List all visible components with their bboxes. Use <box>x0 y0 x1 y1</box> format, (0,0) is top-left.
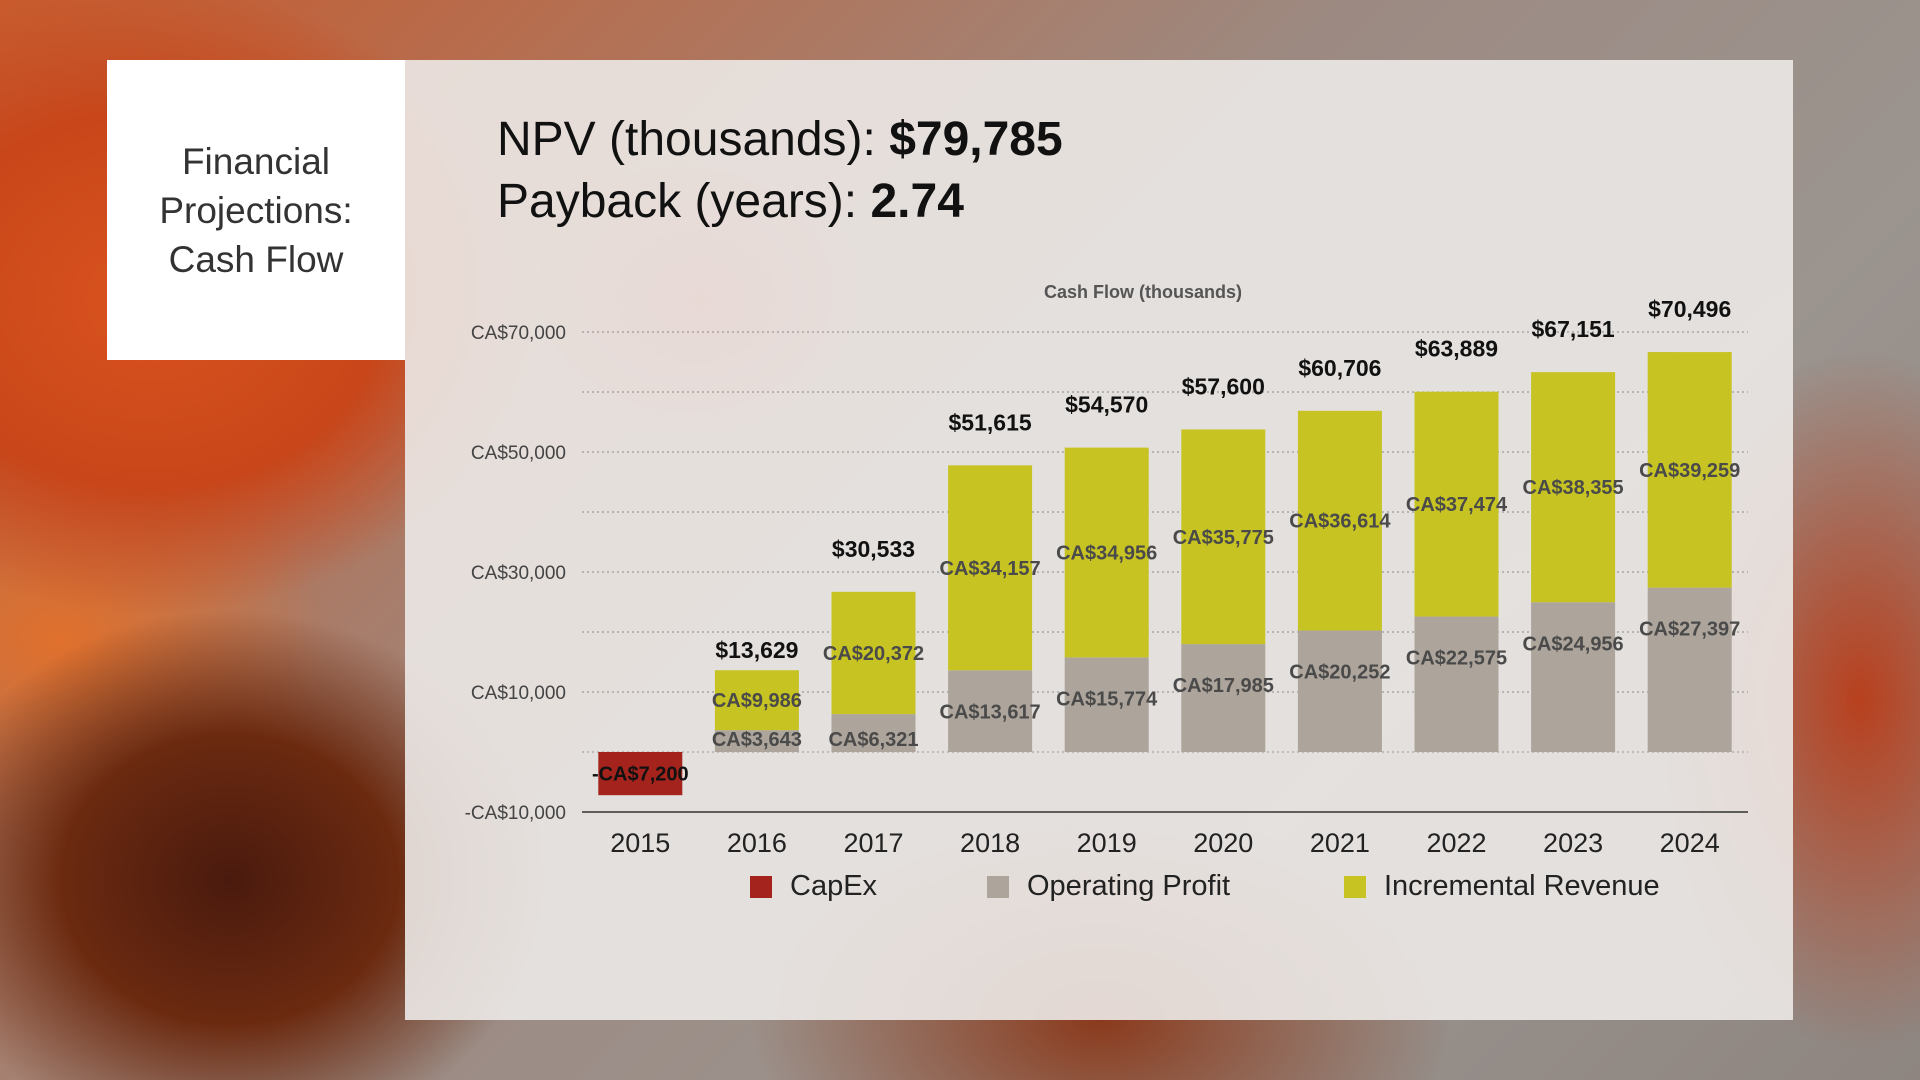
payback-label: Payback (years): <box>497 175 858 228</box>
bar-operating-profit <box>1414 616 1499 752</box>
bar-operating-profit <box>1064 657 1149 752</box>
data-label-incremental-revenue: CA$37,474 <box>1406 494 1508 516</box>
data-labels: -CA$7,200 CA$3,643 CA$9,986 $13,629 CA$6,321… <box>592 296 1740 786</box>
legend-label-capex: CapEx <box>790 870 878 902</box>
bar-operating-profit <box>1297 630 1382 752</box>
bars <box>598 352 1732 796</box>
data-label-incremental-revenue: CA$36,614 <box>1289 511 1391 533</box>
data-label-total: $60,706 <box>1298 355 1381 381</box>
data-label-operating-profit: CA$22,575 <box>1406 648 1507 670</box>
legend-item-incremental-revenue: Incremental Revenue <box>1344 870 1660 903</box>
x-tick-label: 2018 <box>960 828 1020 858</box>
data-label-incremental-revenue: CA$34,956 <box>1056 542 1157 564</box>
bar-incremental-revenue <box>1181 429 1266 645</box>
data-label-operating-profit: CA$27,397 <box>1639 619 1740 641</box>
chart-legend: CapEx Operating Profit Incremental Reven… <box>0 870 1920 910</box>
data-label-total: $13,629 <box>715 637 798 663</box>
bar-incremental-revenue <box>1414 391 1499 617</box>
y-tick-label: CA$70,000 <box>471 323 566 344</box>
bar-capex <box>598 752 683 796</box>
bar-incremental-revenue <box>831 591 916 715</box>
data-label-incremental-revenue: CA$39,259 <box>1639 460 1740 482</box>
data-label-incremental-revenue: CA$35,775 <box>1173 527 1274 549</box>
data-label-total: $30,533 <box>832 536 915 562</box>
x-tick-label: 2021 <box>1310 828 1370 858</box>
slide-title-box: Financial Projections: Cash Flow <box>107 60 405 360</box>
bar-incremental-revenue <box>1531 372 1616 603</box>
bar-operating-profit <box>1181 644 1266 752</box>
data-label-operating-profit: CA$6,321 <box>828 729 918 751</box>
legend-label-incremental-revenue: Incremental Revenue <box>1384 870 1660 902</box>
bar-operating-profit <box>714 730 799 752</box>
bar-operating-profit <box>831 714 916 752</box>
data-label-total: $51,615 <box>949 409 1032 435</box>
x-tick-label: 2017 <box>843 828 903 858</box>
x-tick-label: 2015 <box>610 828 670 858</box>
y-tick-label: CA$10,000 <box>471 683 566 704</box>
legend-item-capex: CapEx <box>750 870 877 903</box>
chart-title: Cash Flow (thousands) <box>1044 282 1242 302</box>
data-label-incremental-revenue: CA$9,986 <box>712 690 802 712</box>
legend-label-operating-profit: Operating Profit <box>1027 870 1231 902</box>
bar-incremental-revenue <box>714 670 799 731</box>
legend-item-operating-profit: Operating Profit <box>987 870 1230 903</box>
bar-incremental-revenue <box>1647 352 1732 588</box>
data-label-capex: -CA$7,200 <box>592 764 689 786</box>
bar-incremental-revenue <box>1064 447 1149 658</box>
npv-line: NPV (thousands): $79,785 <box>497 112 1063 167</box>
axes: CA$70,000 CA$50,000 CA$30,000 CA$10,000 -CA$… <box>465 323 1748 858</box>
y-tick-label: CA$50,000 <box>471 443 566 464</box>
y-tick-label: -CA$10,000 <box>465 803 566 824</box>
data-label-operating-profit: CA$20,252 <box>1289 661 1390 683</box>
data-label-incremental-revenue: CA$34,157 <box>940 558 1041 580</box>
data-label-total: $70,496 <box>1648 296 1731 322</box>
data-label-incremental-revenue: CA$20,372 <box>823 643 924 665</box>
x-tick-label: 2016 <box>727 828 787 858</box>
payback-line: Payback (years): 2.74 <box>497 174 964 229</box>
data-label-total: $63,889 <box>1415 336 1498 362</box>
y-tick-label: CA$30,000 <box>471 563 566 584</box>
payback-value: 2.74 <box>870 175 964 228</box>
x-tick-label: 2019 <box>1077 828 1137 858</box>
data-label-operating-profit: CA$24,956 <box>1523 633 1624 655</box>
data-label-total: $67,151 <box>1532 316 1615 342</box>
bar-operating-profit <box>1647 587 1732 752</box>
slide-title: Financial Projections: Cash Flow <box>159 140 353 280</box>
data-label-incremental-revenue: CA$38,355 <box>1523 477 1624 499</box>
data-label-total: $54,570 <box>1065 392 1148 418</box>
data-label-operating-profit: CA$13,617 <box>940 701 1041 723</box>
data-label-operating-profit: CA$3,643 <box>712 729 802 751</box>
x-tick-label: 2024 <box>1660 828 1720 858</box>
bar-incremental-revenue <box>1297 410 1382 631</box>
x-tick-label: 2023 <box>1543 828 1603 858</box>
x-tick-label: 2020 <box>1193 828 1253 858</box>
bar-operating-profit <box>1531 602 1616 752</box>
data-label-operating-profit: CA$17,985 <box>1173 675 1274 697</box>
npv-label: NPV (thousands): <box>497 113 876 166</box>
data-label-operating-profit: CA$15,774 <box>1056 688 1158 710</box>
x-tick-label: 2022 <box>1426 828 1486 858</box>
legend-swatch-capex <box>750 875 772 898</box>
data-label-total: $57,600 <box>1182 373 1265 399</box>
legend-swatch-incremental-revenue <box>1344 875 1366 898</box>
npv-value: $79,785 <box>889 113 1063 166</box>
legend-swatch-operating-profit <box>987 875 1009 898</box>
bar-incremental-revenue <box>948 465 1033 671</box>
bar-operating-profit <box>948 670 1033 752</box>
